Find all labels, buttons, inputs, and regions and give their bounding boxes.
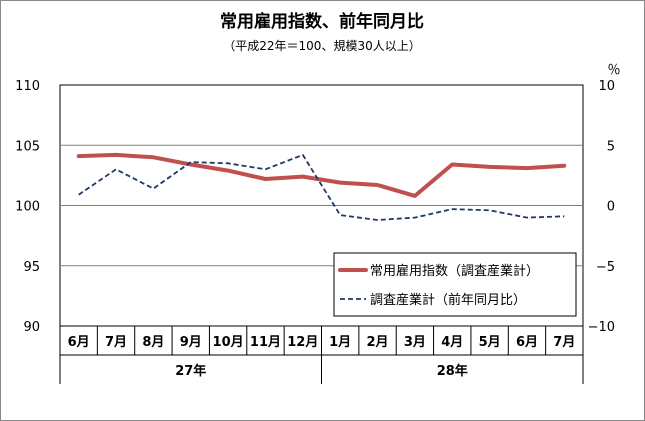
- category-label: 4月: [441, 335, 463, 350]
- legend-label-2: 調査産業計（前年同月比）: [370, 292, 526, 308]
- left-axis-ticks: 110 105 100 95 90: [15, 79, 40, 335]
- category-label: 7月: [105, 335, 127, 350]
- left-tick-label: 95: [23, 260, 40, 275]
- series-line-1: [76, 152, 567, 198]
- legend-label-1: 常用雇用指数（調査産業計）: [370, 263, 539, 279]
- left-tick-label: 105: [15, 139, 40, 154]
- year-label: 28年: [437, 363, 468, 379]
- year-label: 27年: [175, 363, 206, 379]
- category-label: 7月: [553, 335, 575, 350]
- category-label: 9月: [180, 335, 202, 350]
- category-label: 3月: [404, 335, 426, 350]
- category-label: 10月: [213, 335, 244, 350]
- right-tick-label: 10: [598, 79, 615, 94]
- left-tick-label: 110: [15, 79, 40, 94]
- chart-subtitle: （平成22年＝100、規模30人以上）: [223, 38, 420, 53]
- category-axis: 6月 7月 8月 9月 10月 11月 12月 1月 2月 3月 4月 5月 6月 7月 27年 28年: [59, 326, 584, 384]
- left-tick-label: 90: [23, 320, 40, 335]
- category-label: 6月: [68, 335, 90, 350]
- right-tick-label: −5: [596, 260, 615, 275]
- right-tick-label: 5: [607, 139, 615, 154]
- chart-title: 常用雇用指数、前年同月比: [220, 11, 424, 32]
- series-layer: [76, 152, 567, 221]
- right-tick-label: 0: [607, 200, 615, 215]
- right-axis-ticks: 10 5 0 −5 −10: [588, 79, 615, 335]
- category-label: 8月: [142, 335, 164, 350]
- right-tick-label: −10: [588, 320, 615, 335]
- left-tick-label: 100: [15, 200, 40, 215]
- right-axis-unit: ％: [607, 63, 620, 78]
- series-line-2: [78, 153, 565, 221]
- legend-box: [333, 252, 577, 317]
- category-label: 5月: [479, 335, 501, 350]
- category-label: 1月: [329, 335, 351, 350]
- category-label: 6月: [516, 335, 538, 350]
- legend: 常用雇用指数（調査産業計） 調査産業計（前年同月比）: [333, 252, 577, 317]
- category-label: 2月: [367, 335, 389, 350]
- category-label: 11月: [250, 335, 281, 350]
- category-label: 12月: [287, 335, 318, 350]
